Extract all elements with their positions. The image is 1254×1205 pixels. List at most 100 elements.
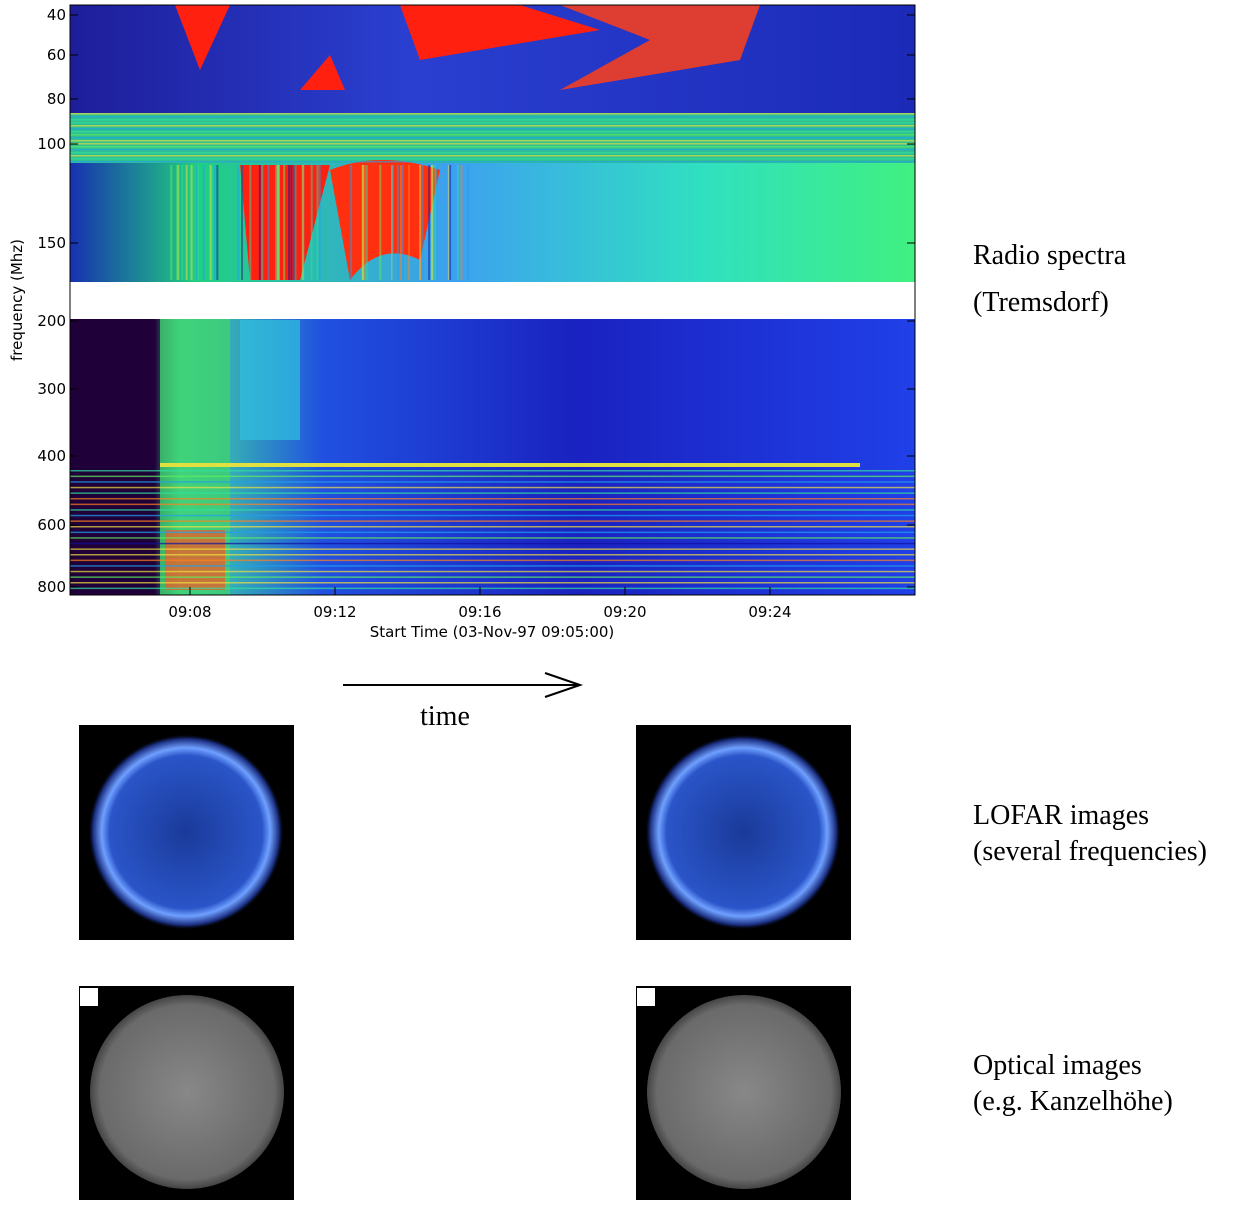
stripe <box>294 165 296 280</box>
stripe <box>319 165 321 280</box>
stripe <box>176 165 178 280</box>
row-sublabel: (e.g. Kanzelhöhe) <box>973 1086 1173 1117</box>
stripe <box>70 131 915 133</box>
sun-halpha <box>647 995 841 1189</box>
y-tick-label: 300 <box>37 380 66 398</box>
stripe <box>249 165 251 280</box>
stripe <box>70 149 915 151</box>
stripe <box>291 165 293 280</box>
stripe <box>70 134 915 136</box>
stripe <box>422 165 424 280</box>
stripe <box>241 165 243 280</box>
stripe <box>70 582 915 584</box>
optical-images <box>79 986 851 1200</box>
stripe <box>70 158 915 160</box>
stripe <box>397 165 399 280</box>
stripe <box>449 165 451 280</box>
x-tick-label: 09:20 <box>603 603 646 621</box>
x-tick-label: 09:12 <box>313 603 356 621</box>
stripe <box>70 119 915 121</box>
stripe <box>211 165 213 280</box>
stripe <box>402 165 404 280</box>
stripe <box>70 143 915 145</box>
stripe <box>400 165 402 280</box>
stripe <box>70 520 915 522</box>
stripe <box>392 165 394 280</box>
stripe <box>181 165 183 280</box>
spectrum-gap <box>70 282 915 319</box>
stripe <box>70 122 915 124</box>
stripe <box>70 498 915 500</box>
page: 406080100150200300400600800 09:0809:1209… <box>0 0 1254 1200</box>
stripe <box>350 165 352 280</box>
x-tick-label: 09:16 <box>458 603 501 621</box>
compass-box <box>80 988 98 1006</box>
x-tick-label: 09:08 <box>168 603 211 621</box>
stripe <box>70 532 915 534</box>
stripe <box>70 113 915 115</box>
stripe <box>259 165 261 280</box>
stripe <box>70 146 915 148</box>
stripe <box>366 165 368 280</box>
stripe <box>70 588 915 590</box>
stripe <box>283 165 285 280</box>
arrow-label: time <box>420 701 470 732</box>
sun-euv <box>645 734 841 930</box>
stripe <box>311 165 313 280</box>
stripe <box>70 116 915 118</box>
y-tick-label: 100 <box>37 135 66 153</box>
stripe <box>408 165 410 280</box>
stripe <box>467 165 469 280</box>
stripe <box>237 165 239 280</box>
stripe <box>216 165 218 280</box>
stripe <box>70 476 915 478</box>
stripe <box>191 165 193 280</box>
stripe <box>70 526 915 528</box>
lofar-images <box>79 725 851 940</box>
y-tick-label: 80 <box>47 90 66 108</box>
stripe <box>70 161 915 163</box>
stripe <box>203 165 205 280</box>
sun-euv <box>88 734 284 930</box>
stripe <box>70 548 915 550</box>
stripe <box>186 165 188 280</box>
stripe <box>434 165 436 280</box>
stripe <box>70 543 915 545</box>
x-tick-label: 09:24 <box>748 603 791 621</box>
x-axis-label: Start Time (03-Nov-97 09:05:00) <box>370 623 615 641</box>
row-label: LOFAR images <box>973 800 1149 831</box>
stripe <box>70 509 915 511</box>
stripe <box>316 165 318 280</box>
stripe <box>196 165 198 280</box>
stripe <box>70 487 915 489</box>
stripe <box>362 165 364 280</box>
stripe <box>70 504 915 506</box>
compass-box <box>637 988 655 1006</box>
stripe <box>267 165 269 280</box>
stripe <box>70 492 915 494</box>
y-axis-label: frequency (Mhz) <box>8 239 26 361</box>
y-tick-label: 400 <box>37 447 66 465</box>
stripe <box>70 152 915 154</box>
y-tick-label: 200 <box>37 312 66 330</box>
y-tick-label: 800 <box>37 578 66 596</box>
stripe <box>278 165 280 280</box>
stripe <box>70 125 915 127</box>
row-sublabel: (several frequencies) <box>973 836 1207 867</box>
spectrogram <box>70 5 915 595</box>
stripe <box>431 165 433 280</box>
stripe <box>461 165 463 280</box>
stripe <box>70 515 915 517</box>
stripe <box>70 560 915 562</box>
stripe <box>70 565 915 567</box>
stripe <box>70 470 915 472</box>
stripe <box>288 165 290 280</box>
stripe <box>70 571 915 573</box>
y-tick-label: 60 <box>47 46 66 64</box>
figure: 406080100150200300400600800 09:0809:1209… <box>0 0 1254 1200</box>
y-tick-label: 150 <box>37 234 66 252</box>
stripe <box>70 155 915 157</box>
stripe <box>70 137 915 139</box>
stripe <box>428 165 430 280</box>
stripe <box>70 481 915 483</box>
